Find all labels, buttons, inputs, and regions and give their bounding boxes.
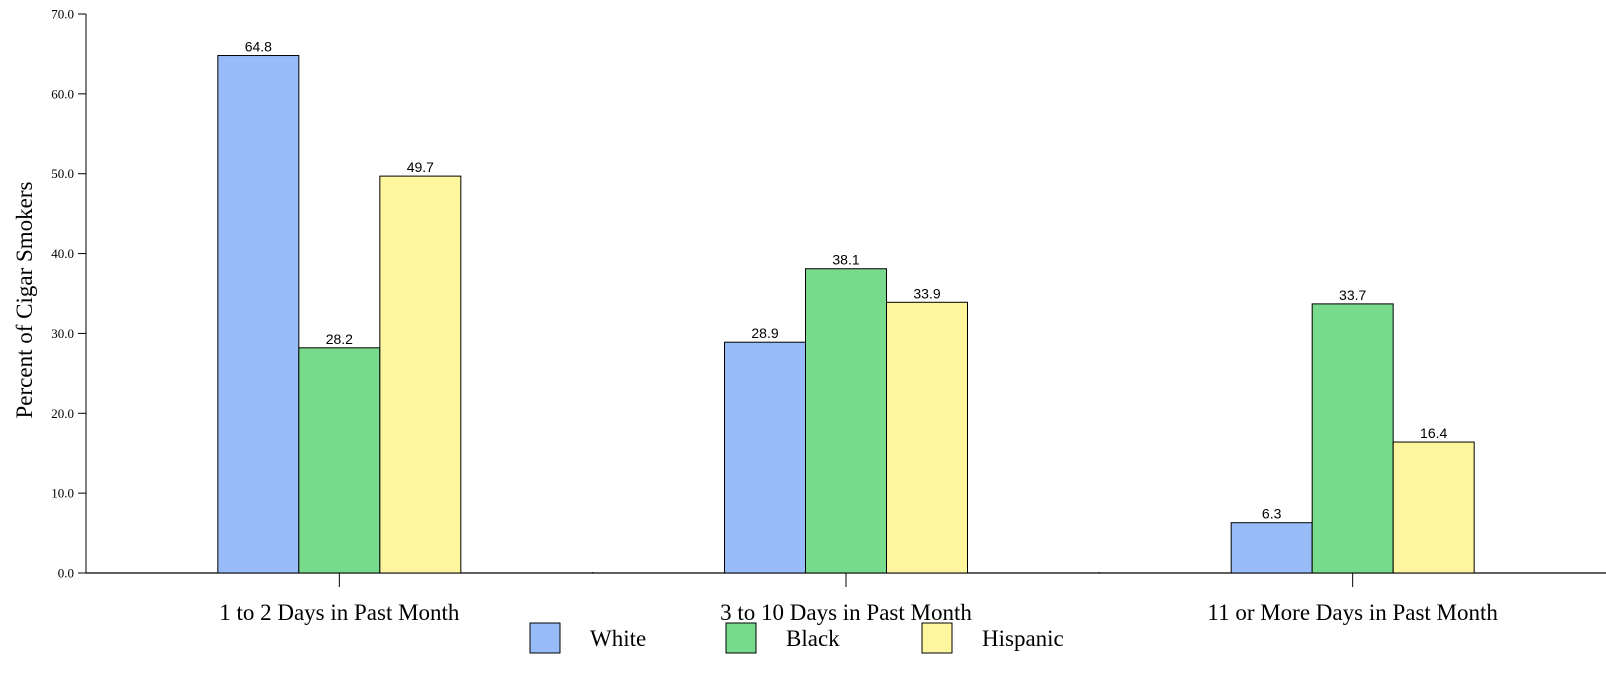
- bar-white: [724, 341, 806, 574]
- bar-white: [217, 55, 300, 574]
- bar-black: [298, 347, 381, 574]
- x-axis: 1 to 2 Days in Past Month 3 to 10 Days in…: [86, 572, 1606, 625]
- legend-swatch-black: [725, 622, 757, 654]
- bars: [217, 55, 1475, 574]
- y-tick-label: 20.0: [51, 406, 74, 421]
- bar-black: [805, 268, 887, 574]
- y-tick-label: 60.0: [51, 86, 74, 101]
- y-tick-label: 10.0: [51, 486, 74, 501]
- x-category-label: 11 or More Days in Past Month: [1207, 600, 1498, 625]
- data-label: 38.1: [832, 252, 859, 268]
- y-tick-label: 0.0: [58, 566, 74, 581]
- data-label: 33.9: [913, 285, 940, 301]
- x-category-label: 1 to 2 Days in Past Month: [219, 600, 460, 625]
- data-label: 28.9: [751, 325, 778, 341]
- y-tick-label: 50.0: [51, 166, 74, 181]
- legend-label-white: White: [590, 626, 646, 651]
- bar-hispanic: [379, 175, 462, 574]
- bar-hispanic: [1392, 441, 1475, 574]
- legend-label-hispanic: Hispanic: [982, 626, 1064, 651]
- y-axis-title: Percent of Cigar Smokers: [12, 181, 37, 418]
- legend: White Black Hispanic: [529, 622, 1064, 654]
- x-category-label: 3 to 10 Days in Past Month: [720, 600, 972, 625]
- data-labels: 64.8 28.2 49.7 28.9 38.1 33.9 6.3 33.7 16.4: [245, 39, 1448, 522]
- bar-hispanic: [886, 301, 968, 574]
- data-label: 16.4: [1420, 425, 1447, 441]
- bar-white: [1230, 522, 1313, 574]
- data-label: 33.7: [1339, 287, 1366, 303]
- data-label: 49.7: [407, 159, 434, 175]
- y-axis: 0.0 10.0 20.0 30.0 40.0 50.0 60.0 70.0: [51, 7, 87, 581]
- legend-swatch-hispanic: [921, 622, 953, 654]
- y-tick-label: 40.0: [51, 246, 74, 261]
- y-tick-label: 70.0: [51, 7, 74, 22]
- data-label: 28.2: [326, 331, 353, 347]
- y-tick-label: 30.0: [51, 326, 74, 341]
- data-label: 6.3: [1262, 506, 1282, 522]
- data-label: 64.8: [245, 39, 272, 55]
- legend-swatch-white: [529, 622, 561, 654]
- legend-label-black: Black: [786, 626, 840, 651]
- bar-black: [1311, 303, 1394, 574]
